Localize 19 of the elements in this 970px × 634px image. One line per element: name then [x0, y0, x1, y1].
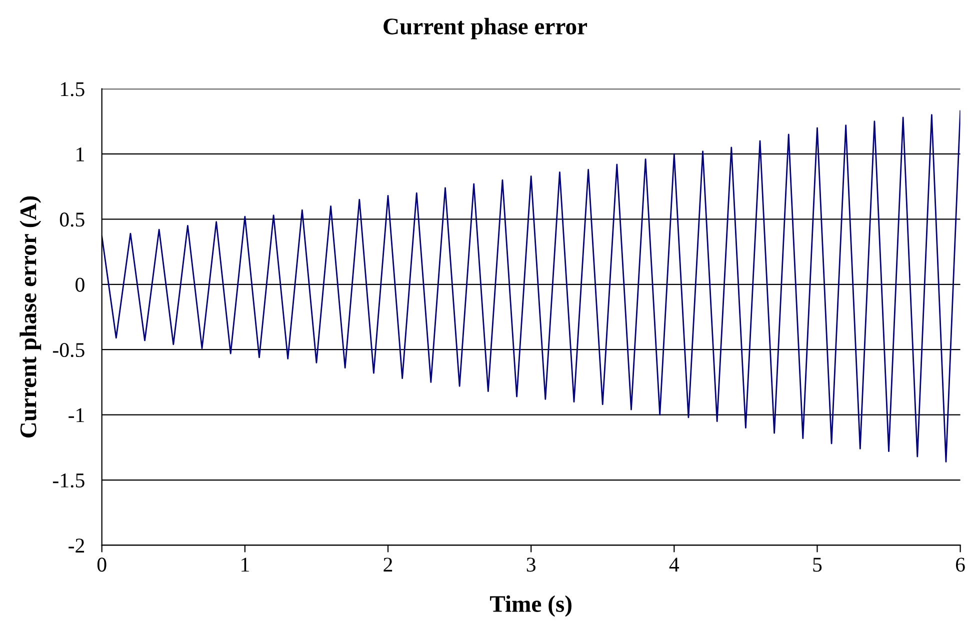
line-series: [102, 110, 960, 462]
x-axis-title: Time (s): [490, 595, 572, 617]
x-tick-label: 5: [813, 558, 822, 572]
y-tick-label: -0.5: [52, 342, 84, 358]
y-tick-label: -1: [68, 408, 84, 422]
x-tick-label: 3: [526, 558, 536, 572]
x-tick-label: 6: [956, 558, 965, 572]
y-axis-title: Current phase error (A): [20, 196, 42, 438]
y-tick-label: 1.5: [60, 82, 84, 96]
y-tick-label: -1.5: [52, 474, 84, 488]
y-tick-label: 0.5: [60, 212, 84, 227]
y-tick-label: -2: [68, 538, 84, 552]
x-tick-label: 4: [669, 558, 680, 572]
x-tick-label: 0: [97, 558, 106, 572]
x-tick-label: 2: [384, 558, 392, 572]
x-tick-label: 1: [242, 558, 249, 572]
y-tick-label: 1: [76, 147, 84, 162]
chart-title: Current phase error: [384, 18, 588, 40]
y-tick-label: 0: [76, 278, 84, 292]
